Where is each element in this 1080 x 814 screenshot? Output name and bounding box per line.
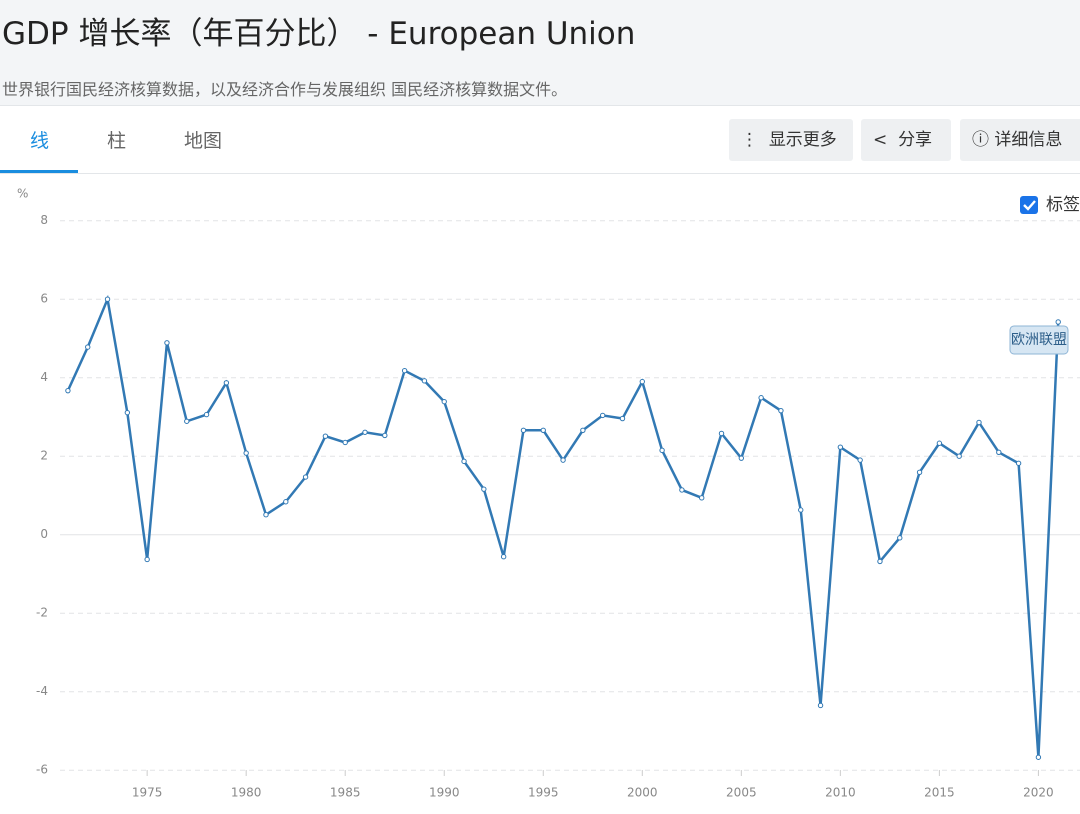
- data-point: [996, 449, 1002, 455]
- y-tick-label: 2: [40, 449, 48, 463]
- data-point: [837, 444, 844, 450]
- tab[interactable]: 地图: [184, 130, 223, 152]
- data-point: [659, 447, 665, 454]
- y-tick-label: -6: [36, 763, 48, 777]
- button-label: 显示更多: [768, 130, 837, 150]
- data-point: [599, 412, 606, 419]
- data-point: [382, 432, 388, 439]
- x-tick-label: 1980: [231, 786, 262, 800]
- data-point: [560, 457, 566, 463]
- series-line: [66, 294, 1060, 758]
- data-point: [639, 378, 645, 385]
- x-tick-label: 2010: [825, 786, 856, 800]
- data-point: [104, 296, 111, 302]
- data-point: [263, 511, 269, 518]
- series-label-box: [1009, 325, 1069, 355]
- data-point: [243, 450, 249, 456]
- data-point: [936, 440, 943, 446]
- y-tick-label: -4: [36, 684, 48, 698]
- series-label: 欧洲联盟: [1011, 332, 1067, 348]
- check-icon: [1023, 200, 1036, 211]
- data-point: [679, 487, 685, 493]
- data-point: [322, 433, 329, 439]
- y-tick-label: 0: [40, 527, 48, 541]
- tab-indicator: [0, 170, 78, 173]
- data-point: [461, 458, 467, 465]
- y-tick-label: -2: [36, 606, 48, 620]
- x-tick-label: 2015: [924, 786, 955, 800]
- data-point: [1035, 754, 1042, 760]
- data-point: [223, 380, 230, 386]
- data-point: [203, 411, 210, 418]
- data-point: [540, 427, 546, 434]
- button-label: 分享: [898, 130, 933, 150]
- data-point: [421, 378, 428, 384]
- data-point: [85, 344, 91, 350]
- data-point: [362, 429, 368, 435]
- data-point: [738, 455, 745, 461]
- y-tick-label: 4: [40, 370, 48, 384]
- data-point: [302, 474, 309, 480]
- checkbox-label[interactable]: 标签: [1046, 195, 1080, 215]
- data-point: [956, 453, 962, 459]
- data-point: [580, 427, 586, 434]
- data-point: [481, 486, 487, 492]
- x-tick-label: 1990: [429, 786, 460, 800]
- chart-panel: 线 柱 地图 ⋮ 显示更多 < 分享 ⓘ 详细信息: [0, 105, 1080, 814]
- x-tick-label: 1995: [528, 786, 559, 800]
- data-point: [1015, 460, 1022, 466]
- x-tick-label: 2000: [627, 786, 658, 800]
- share-button[interactable]: < 分享: [861, 119, 951, 161]
- data-point: [144, 556, 150, 563]
- data-point: [342, 439, 348, 446]
- data-point: [817, 702, 824, 709]
- data-point: [976, 419, 982, 426]
- data-point: [699, 495, 705, 501]
- tab[interactable]: 柱: [107, 130, 127, 152]
- y-axis-label: %: [17, 187, 28, 201]
- data-point: [877, 558, 883, 565]
- x-tick-label: 1985: [330, 786, 361, 800]
- button-label: 详细信息: [994, 130, 1063, 150]
- data-point: [718, 430, 725, 437]
- data-point: [897, 535, 903, 541]
- data-point: [184, 418, 190, 424]
- x-tick-label: 1975: [132, 786, 163, 800]
- data-point: [65, 387, 71, 394]
- data-point: [401, 367, 408, 374]
- subtitle: 世界银行国民经济核算数据，以及经济合作与发展组织 国民经济核算数据文件。: [2, 80, 568, 99]
- more-button[interactable]: ⋮ 显示更多: [729, 119, 853, 161]
- data-point: [164, 340, 170, 346]
- data-point: [619, 415, 626, 422]
- x-tick-label: 2020: [1023, 786, 1054, 800]
- y-tick-label: 8: [40, 213, 48, 227]
- divider: [0, 173, 1080, 174]
- details-button[interactable]: ⓘ 详细信息: [960, 119, 1080, 161]
- y-tick-label: 6: [40, 292, 48, 306]
- data-point: [778, 407, 784, 414]
- x-tick-label: 2005: [726, 786, 757, 800]
- data-point: [798, 507, 804, 513]
- data-point: [124, 409, 131, 416]
- data-point: [758, 395, 764, 401]
- chart: 标签 % -6 -4 -2 0 2 4 6 8 1975 1980 1985 1990 1995 2000…: [17, 187, 1080, 800]
- data-point: [1055, 319, 1061, 325]
- page-title: GDP 增长率（年百分比） - European Union: [2, 16, 636, 52]
- label-checkbox[interactable]: [1020, 196, 1038, 214]
- data-point: [857, 457, 863, 463]
- data-point: [500, 553, 507, 560]
- tab[interactable]: 线: [30, 130, 50, 152]
- data-point: [441, 398, 447, 405]
- data-point: [520, 427, 527, 434]
- data-point: [283, 499, 289, 505]
- data-point: [916, 469, 923, 476]
